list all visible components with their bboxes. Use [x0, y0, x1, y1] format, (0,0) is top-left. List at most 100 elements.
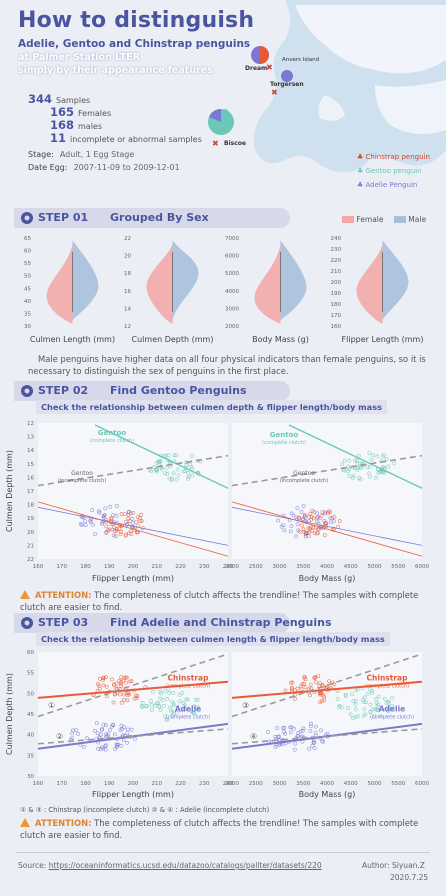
data-point-chinstrap [114, 528, 119, 533]
data-point-adelie [118, 728, 123, 733]
data-point-gentoo [370, 689, 375, 693]
data-point-adelie [293, 534, 298, 539]
data-point-gentoo [374, 700, 379, 705]
gear-icon [21, 617, 33, 629]
data-point-adelie [132, 737, 137, 741]
data-point-chinstrap [96, 682, 101, 686]
x-tick-label: 190 [104, 781, 115, 787]
y-tick-label: 210 [331, 269, 342, 275]
data-point-chinstrap [111, 700, 116, 705]
y-tick-label: 12 [27, 421, 34, 427]
penguin-icon: ♣ [357, 181, 364, 189]
data-point-gentoo [153, 703, 158, 708]
x-axis-label: Flipper Length (mm) [342, 335, 424, 344]
data-point-adelie [279, 524, 284, 529]
plot-area [232, 652, 422, 776]
data-point-adelie [312, 746, 317, 751]
data-point-gentoo [361, 697, 366, 702]
data-point-adelie [96, 746, 101, 751]
data-point-gentoo [192, 711, 196, 716]
data-point-adelie [101, 722, 106, 727]
data-point-adelie [113, 732, 117, 737]
y-tick-label: 200 [331, 280, 342, 286]
data-point-gentoo [171, 691, 176, 695]
data-point-chinstrap [319, 513, 324, 518]
y-tick-label: 40 [24, 299, 31, 305]
trendline-gentoo-complete [94, 424, 229, 489]
trendline-adelie [231, 506, 423, 546]
y-tick-label: 7000 [225, 236, 239, 242]
data-point-adelie [293, 741, 298, 746]
cross-icon-biscoe: ✖ [212, 139, 219, 148]
data-point-gentoo [195, 707, 200, 712]
data-point-gentoo [162, 703, 166, 708]
data-point-chinstrap [328, 510, 333, 515]
data-point-gentoo [374, 697, 379, 701]
date-info: Date Egg: 2007-11-09 to 2009-12-01 [28, 163, 180, 172]
data-point-chinstrap [315, 531, 320, 536]
x-tick-label: 3500 [296, 781, 310, 787]
x-tick-label: 240 [223, 564, 234, 570]
data-point-gentoo [376, 694, 381, 699]
penguin-icon: ♣ [357, 153, 364, 161]
data-point-chinstrap [308, 511, 313, 516]
legend-adelie: ♣ Adelie Penguin [357, 181, 418, 189]
data-point-adelie [121, 738, 126, 743]
data-point-chinstrap [117, 526, 122, 531]
data-point-chinstrap [323, 521, 328, 526]
data-point-adelie [100, 520, 105, 525]
violin-female [254, 244, 281, 324]
data-point-chinstrap [302, 675, 307, 680]
data-point-adelie [276, 518, 281, 523]
y-tick-label: 15 [27, 462, 34, 468]
pie-torgersen [281, 70, 293, 82]
y-tick-label: 6000 [225, 254, 239, 260]
data-point-adelie [273, 745, 278, 749]
data-point-adelie [115, 743, 120, 748]
data-point-chinstrap [312, 510, 317, 514]
legend-gentoo: ♣ Gentoo penguin [357, 167, 422, 175]
data-point-chinstrap [289, 687, 294, 692]
data-point-chinstrap [318, 681, 322, 686]
data-point-adelie [312, 740, 317, 745]
y-tick-label: 18 [27, 503, 34, 509]
y-tick-label: 17 [27, 489, 34, 495]
y-tick-label: 220 [331, 258, 342, 264]
data-point-gentoo [384, 457, 389, 462]
data-point-adelie [291, 513, 296, 518]
source-link[interactable]: https://oceaninformatics.ucsd.edu/datazo… [48, 861, 322, 870]
data-point-chinstrap [121, 678, 126, 683]
data-point-chinstrap [310, 509, 315, 513]
data-point-gentoo [196, 697, 200, 702]
data-point-gentoo [372, 714, 376, 718]
data-point-adelie [81, 745, 86, 749]
data-point-chinstrap [307, 530, 312, 535]
data-point-adelie [292, 747, 297, 752]
data-point-adelie [126, 727, 130, 732]
y-tick-label: 19 [27, 516, 34, 522]
data-point-gentoo [339, 705, 344, 710]
data-point-adelie [300, 728, 305, 733]
data-point-gentoo [342, 458, 347, 463]
data-point-chinstrap [124, 519, 128, 524]
data-point-gentoo [380, 465, 385, 470]
data-point-gentoo [368, 710, 373, 714]
data-point-adelie [79, 522, 83, 527]
step1-header: STEP 01 Grouped By Sex [14, 208, 290, 228]
data-point-chinstrap [283, 688, 288, 693]
data-point-chinstrap [317, 691, 322, 696]
data-point-gentoo [189, 708, 194, 713]
x-tick-label: 3500 [296, 564, 310, 570]
data-point-chinstrap [134, 696, 139, 700]
step1-legend: Female Male [342, 215, 426, 224]
violin-female [146, 244, 173, 324]
data-point-chinstrap [316, 527, 320, 532]
data-point-chinstrap [310, 528, 315, 533]
violin-male [382, 240, 409, 320]
step2-attention: ATTENTION: The completeness of clutch af… [20, 590, 419, 612]
data-point-adelie [289, 524, 294, 528]
data-point-adelie [328, 520, 333, 525]
data-point-gentoo [369, 690, 374, 695]
stat-samples: 344 Samples [28, 92, 91, 106]
